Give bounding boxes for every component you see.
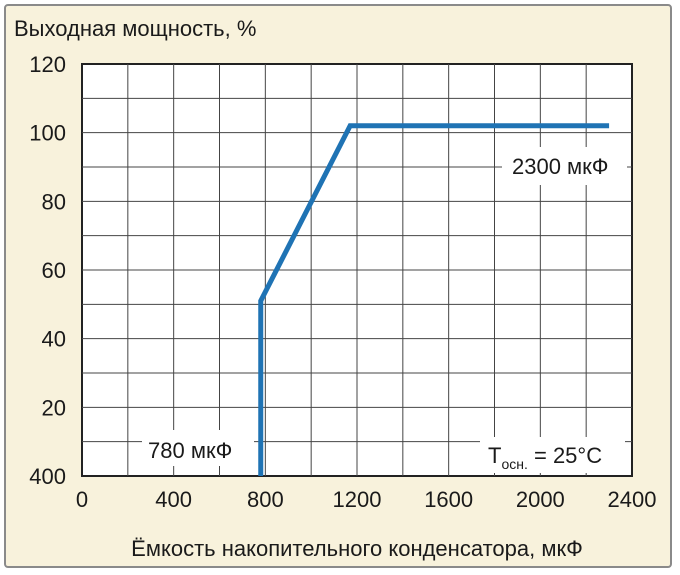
- series-group: [258, 123, 610, 476]
- annotation-temperature: Tосн. = 25°C: [488, 443, 602, 472]
- x-ticks: 0 400 800 1200 1600 2000 2400: [76, 487, 657, 512]
- x-tick-label: 800: [247, 487, 284, 512]
- y-tick-label: 100: [29, 121, 66, 146]
- x-axis-label: Ёмкость накопительного конденсатора, мкФ: [131, 536, 583, 561]
- x-tick-label: 400: [155, 487, 192, 512]
- y-tick-label: 40: [42, 327, 66, 352]
- x-tick-label: 1200: [333, 487, 382, 512]
- cap-low-bg: [142, 430, 254, 466]
- temp-symbol: T: [488, 443, 501, 468]
- series-line: [258, 123, 610, 476]
- y-tick-label: 80: [42, 189, 66, 214]
- cap-high-bg: [502, 147, 627, 185]
- x-tick-label: 1600: [424, 487, 473, 512]
- temp-subscript: осн.: [501, 456, 527, 472]
- x-tick-label: 2400: [608, 487, 657, 512]
- y-tick-label: 20: [42, 395, 66, 420]
- temp-value: = 25°C: [528, 443, 602, 468]
- y-tick-label: 60: [42, 258, 66, 283]
- x-tick-label: 2000: [516, 487, 565, 512]
- y-ticks: 400 20 40 60 80 100 120: [29, 52, 66, 489]
- y-axis-label: Выходная мощность, %: [14, 16, 256, 41]
- y-tick-label: 120: [29, 52, 66, 77]
- temp-bg: [480, 437, 625, 473]
- x-tick-label: 0: [76, 487, 88, 512]
- y-tick-label: 400: [29, 464, 66, 489]
- annotation-2300: 2300 мкФ: [512, 154, 609, 179]
- annotation-780: 780 мкФ: [148, 438, 232, 463]
